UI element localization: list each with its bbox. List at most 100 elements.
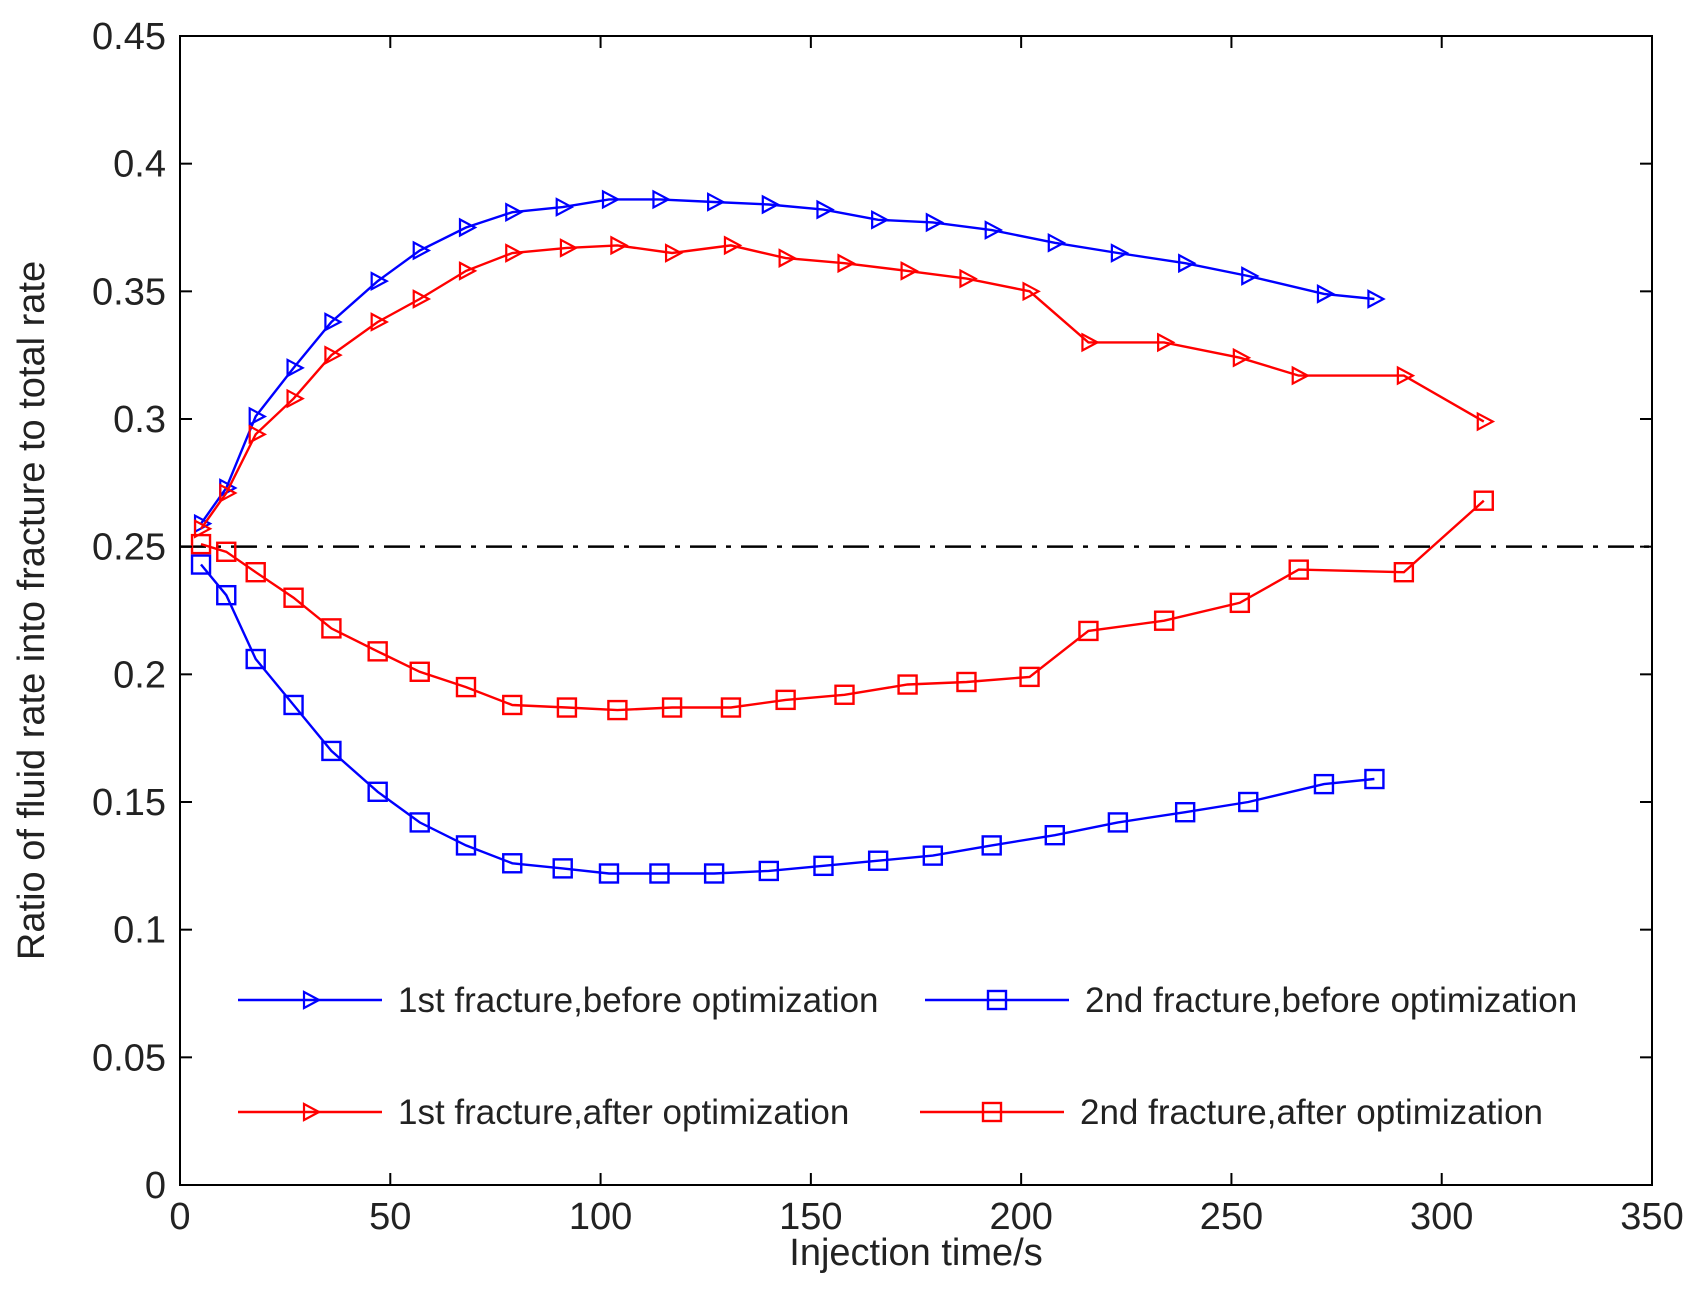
data-point: [956, 671, 977, 693]
data-point: [1316, 284, 1336, 304]
data-point: [984, 220, 1004, 240]
data-point: [1174, 802, 1196, 823]
data-point: [610, 235, 629, 256]
data-point: [664, 243, 684, 263]
data-point: [193, 518, 213, 539]
data-point: [370, 312, 390, 332]
data-point: [1291, 365, 1311, 386]
x-tick-label: 300: [1410, 1196, 1473, 1238]
data-point: [216, 584, 237, 606]
data-point: [552, 858, 573, 879]
data-point: [959, 268, 978, 289]
data-point: [1044, 824, 1065, 846]
y-tick-label: 0.35: [92, 271, 166, 313]
data-point: [283, 587, 304, 608]
data-point: [661, 697, 683, 718]
plot-area-frame: [179, 35, 1653, 1186]
y-tick-label: 0.2: [113, 654, 166, 696]
data-point: [1047, 232, 1067, 253]
data-point: [601, 189, 621, 210]
data-point: [502, 694, 523, 716]
data-point: [286, 388, 305, 409]
data-point: [598, 863, 620, 884]
legend-entry-1st-fracture-before-optimization: 1st fracture,before optimization: [238, 981, 879, 1020]
data-point: [412, 240, 432, 261]
data-point: [720, 697, 742, 718]
data-point: [455, 676, 477, 698]
data-point: [219, 483, 238, 503]
data-point: [813, 855, 834, 877]
data-point: [190, 554, 212, 575]
data-point: [758, 860, 779, 882]
data-point: [834, 684, 855, 705]
data-point: [897, 674, 918, 695]
data-point: [707, 192, 726, 212]
data-point: [559, 238, 579, 258]
data-point: [1367, 289, 1386, 309]
data-point: [900, 261, 919, 281]
x-tick-label: 350: [1620, 1196, 1683, 1238]
legend-label: 1st fracture,after optimization: [398, 1093, 849, 1132]
data-point: [981, 835, 1002, 856]
data-point: [1153, 610, 1175, 631]
data-point: [871, 210, 890, 230]
legend-label: 2nd fracture,before optimization: [1085, 981, 1577, 1020]
data-point: [778, 248, 797, 268]
x-tick-label: 200: [989, 1196, 1052, 1238]
data-point: [245, 562, 266, 583]
series-1st-fracture-after-optimization: [193, 235, 1496, 539]
legend-marker: [302, 990, 322, 1010]
data-point: [245, 648, 266, 670]
data-point: [1476, 411, 1496, 432]
data-point: [867, 850, 889, 871]
legend-label: 1st fracture,before optimization: [398, 981, 879, 1020]
data-point: [723, 235, 743, 256]
y-tick-label: 0.1: [113, 910, 166, 952]
data-point: [925, 212, 945, 233]
data-point: [370, 271, 390, 291]
data-point: [190, 533, 212, 555]
data-point: [502, 853, 523, 874]
x-tick-label: 100: [569, 1196, 632, 1238]
legend-marker: [986, 989, 1008, 1011]
data-point: [652, 189, 671, 210]
data-point: [555, 197, 575, 217]
data-point: [321, 740, 342, 762]
data-point: [1396, 365, 1416, 386]
legend-entry-2nd-fracture-after-optimization: 2nd fracture,after optimization: [920, 1093, 1543, 1132]
data-point: [324, 312, 343, 332]
y-tick-label: 0.05: [92, 1037, 166, 1079]
data-point: [324, 345, 343, 365]
data-point: [455, 835, 477, 856]
data-point: [1473, 490, 1494, 511]
y-tick-label: 0.4: [113, 144, 166, 186]
data-point: [505, 202, 524, 223]
series-group: [190, 189, 1496, 884]
data-point: [321, 618, 342, 639]
legend-marker: [302, 1102, 322, 1122]
series-line: [200, 499, 1485, 712]
y-tick-label: 0.25: [92, 527, 166, 569]
x-tick-label: 50: [369, 1196, 411, 1238]
data-point: [367, 781, 388, 802]
data-point: [1081, 332, 1100, 353]
data-point: [1107, 812, 1129, 833]
y-axis-label: Ratio of fluid rate into fracture to tot…: [11, 261, 53, 960]
data-point: [412, 289, 432, 309]
data-point: [1078, 620, 1099, 642]
data-point: [283, 694, 304, 716]
y-tick-label: 0.15: [92, 782, 166, 824]
x-axis-label: Injection time/s: [789, 1232, 1042, 1274]
legend-label: 2nd fracture,after optimization: [1080, 1093, 1543, 1132]
data-point: [556, 697, 578, 718]
data-point: [1238, 791, 1259, 813]
legend-marker: [981, 1101, 1003, 1123]
axis-ticks-group: 0 50 100 150 200 250 300 350 0 0.05 0.1 0.15 0.2 0.25…: [92, 16, 1684, 1238]
legend-entry-2nd-fracture-before-optimization: 2nd fracture,before optimization: [925, 981, 1577, 1020]
data-point: [248, 406, 268, 427]
legend-entry-1st-fracture-after-optimization: 1st fracture,after optimization: [238, 1093, 849, 1132]
data-point: [1110, 243, 1130, 263]
y-tick-label: 0.45: [92, 16, 166, 58]
